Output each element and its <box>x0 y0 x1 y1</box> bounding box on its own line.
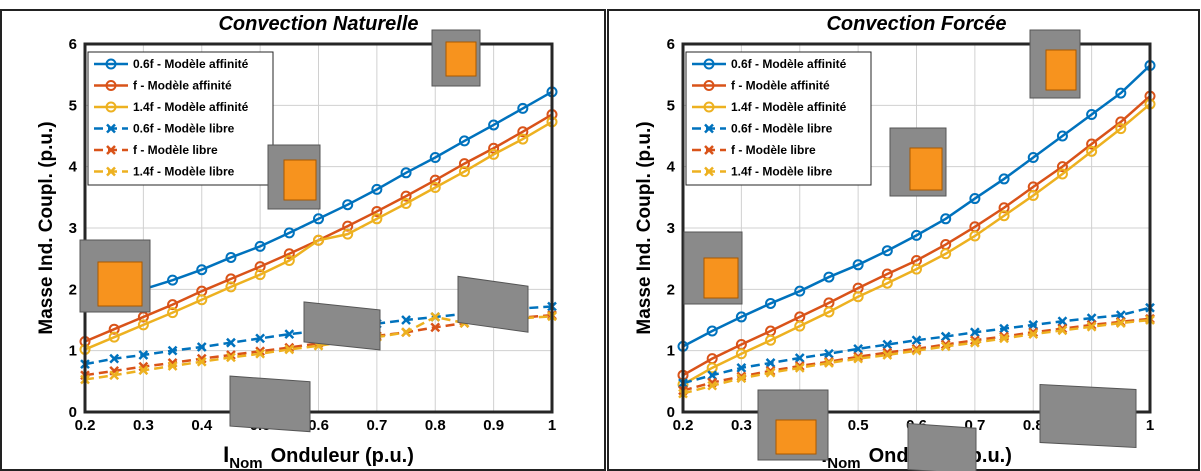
x-tick-label: 0.7 <box>366 417 387 434</box>
x-tick-label: 0.9 <box>483 417 504 434</box>
inductor-icon <box>230 376 310 432</box>
inductor-icon <box>910 148 942 190</box>
x-axis-label-rest: Onduleur (p.u.) <box>271 445 414 467</box>
legend-label: 0.6f - Modèle libre <box>731 122 833 136</box>
x-tick-label: 0.4 <box>191 417 213 434</box>
inductor-icon <box>776 420 816 454</box>
x-tick-label: 0.2 <box>673 417 694 434</box>
y-tick-label: 3 <box>69 220 77 237</box>
inductor-icon <box>704 258 738 298</box>
x-axis-label-sub: Nom <box>229 455 262 471</box>
y-tick-label: 3 <box>667 220 675 237</box>
x-axis-label: INomOnduleur (p.u.) <box>223 442 414 471</box>
y-tick-label: 6 <box>667 36 675 53</box>
y-tick-label: 4 <box>667 159 676 176</box>
x-tick-label: 0.2 <box>75 417 96 434</box>
x-tick-label: 0.6 <box>308 417 329 434</box>
inductor-icon <box>908 423 976 471</box>
y-tick-label: 4 <box>69 159 78 176</box>
y-tick-label: 1 <box>667 343 675 360</box>
legend-label: 0.6f - Modèle libre <box>133 122 235 136</box>
inductor-icon <box>458 276 528 332</box>
legend-label: 1.4f - Modèle affinité <box>731 100 847 114</box>
x-tick-label: 0.5 <box>848 417 869 434</box>
chart-title: Convection Forcée <box>826 13 1006 35</box>
legend-label: f - Modèle libre <box>731 143 816 157</box>
legend-label: 0.6f - Modèle affinité <box>731 57 847 71</box>
legend-label: 1.4f - Modèle libre <box>731 165 833 179</box>
x-tick-label: 0.8 <box>425 417 446 434</box>
y-tick-label: 2 <box>667 281 675 298</box>
inductor-icon <box>284 160 316 200</box>
legend-label: f - Modèle affinité <box>731 79 830 93</box>
legend-label: 0.6f - Modèle affinité <box>133 57 249 71</box>
inductor-icon <box>1040 385 1136 448</box>
legend-label: 1.4f - Modèle libre <box>133 165 235 179</box>
y-tick-label: 2 <box>69 281 77 298</box>
x-tick-label: 1 <box>548 417 556 434</box>
legend-label: 1.4f - Modèle affinité <box>133 100 249 114</box>
x-tick-label: 1 <box>1146 417 1154 434</box>
y-tick-label: 6 <box>69 36 77 53</box>
legend-label: f - Modèle libre <box>133 143 218 157</box>
inductor-icon <box>304 302 380 350</box>
inductor-icon <box>1046 50 1076 90</box>
y-axis-label: Masse Ind. Coupl. (p.u.) <box>634 121 655 334</box>
x-tick-label: 0.3 <box>133 417 154 434</box>
y-tick-label: 5 <box>69 97 77 114</box>
y-tick-label: 5 <box>667 97 675 114</box>
figure: 01234560.20.30.40.50.60.70.80.910.6f - M… <box>0 0 1201 471</box>
inductor-icon <box>446 42 476 76</box>
chart-title: Convection Naturelle <box>218 13 418 35</box>
x-axis-label-sub: Nom <box>827 455 860 471</box>
y-axis-label: Masse Ind. Coupl. (p.u.) <box>36 121 57 334</box>
inductor-icon <box>98 262 142 306</box>
legend-label: f - Modèle affinité <box>133 79 232 93</box>
x-tick-label: 0.3 <box>731 417 752 434</box>
y-tick-label: 1 <box>69 343 77 360</box>
